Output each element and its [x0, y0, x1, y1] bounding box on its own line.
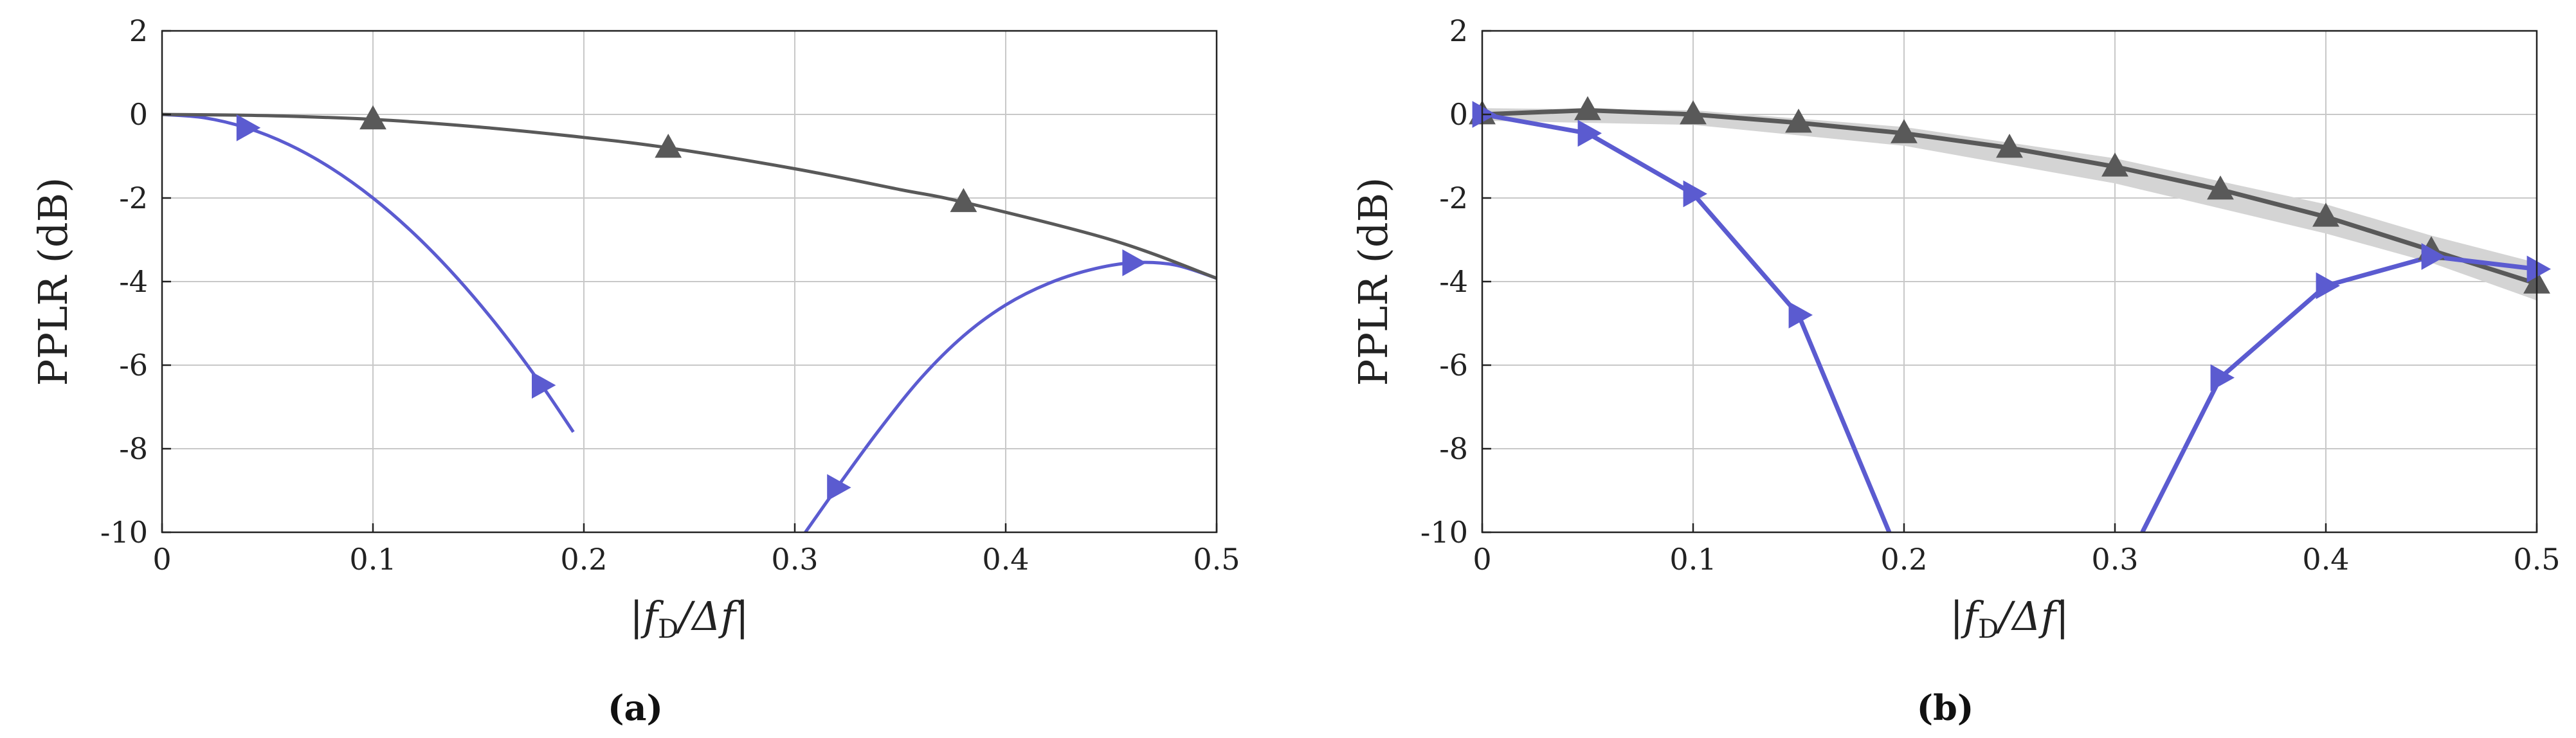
data-point-marker — [359, 105, 386, 130]
grid — [1482, 30, 2537, 533]
y-tick-label: 2 — [1449, 14, 1468, 48]
y-tick-label: -8 — [119, 431, 148, 466]
x-tick-label: 0.2 — [560, 542, 607, 577]
y-tick-label: 0 — [129, 97, 148, 132]
data-point-marker — [1122, 249, 1147, 276]
data-point-marker — [2316, 272, 2340, 300]
plot-area — [1482, 108, 2537, 532]
x-tick-label: 0 — [152, 542, 171, 577]
y-tick-label: 0 — [1449, 97, 1468, 132]
series-markers-1 — [1469, 96, 2550, 294]
data-point-marker — [1574, 96, 1601, 120]
y-tick-label: 2 — [129, 14, 148, 48]
data-point-marker — [236, 114, 261, 141]
x-axis-label: |fD/Δf| — [630, 593, 748, 644]
data-point-marker — [2101, 152, 2128, 177]
x-tick-label: 0.5 — [1193, 542, 1240, 577]
x-tick-label: 0.4 — [2302, 542, 2349, 577]
series-markers-2 — [1472, 101, 1813, 328]
series-line-2 — [804, 260, 1217, 532]
data-point-marker — [1683, 180, 1707, 208]
x-tick-label: 0.2 — [1880, 542, 1927, 577]
x-tick-label: 0.4 — [982, 542, 1029, 577]
y-tick-label: -10 — [1420, 515, 1468, 550]
x-tick-label: 0.5 — [2513, 542, 2560, 577]
series-line-3 — [162, 113, 1217, 280]
series-markers-3 — [359, 105, 977, 212]
x-tick-label: 0.1 — [349, 542, 396, 577]
series-line-1 — [162, 113, 575, 433]
series-markers-3 — [2210, 243, 2551, 392]
data-point-marker — [2421, 243, 2445, 270]
data-point-marker — [950, 188, 977, 212]
y-axis-label: PPLR (dB) — [1350, 177, 1397, 386]
y-axis-label: PPLR (dB) — [30, 177, 77, 386]
x-axis-label: |fD/Δf| — [1950, 593, 2069, 644]
data-point-marker — [1680, 100, 1707, 125]
y-tick-label: -6 — [1439, 348, 1468, 382]
y-tick-label: -4 — [119, 264, 148, 299]
y-tick-label: -2 — [1439, 181, 1468, 215]
grid — [161, 30, 1217, 533]
data-point-marker — [1788, 302, 1813, 328]
series-markers-1 — [236, 114, 556, 399]
x-tick-label: 0.1 — [1669, 542, 1716, 577]
series-line-2 — [1482, 112, 1892, 532]
panel-caption: (b) — [1917, 687, 1974, 728]
x-tick-label: 0 — [1473, 542, 1491, 577]
data-point-marker — [2312, 203, 2339, 227]
y-tick-label: -2 — [119, 181, 148, 215]
data-point-marker — [827, 474, 851, 501]
data-point-marker — [1891, 119, 1918, 143]
chart-panel-1: 0 0.1 0.2 0.3 0.4 0.5 2 0 -2 -4 -6 -8 -10 PPLR (dB) |f… — [30, 14, 1240, 728]
y-tick-label: -8 — [1439, 431, 1468, 466]
data-point-marker — [2207, 176, 2234, 200]
data-point-marker — [1996, 134, 2023, 158]
plot-area — [162, 113, 1217, 532]
series-line-3 — [2140, 254, 2537, 532]
x-tick-label: 0.3 — [771, 542, 818, 577]
y-tick-label: -10 — [100, 515, 148, 550]
data-point-marker — [2210, 364, 2235, 392]
data-point-marker — [655, 134, 682, 158]
data-point-marker — [2526, 255, 2551, 283]
series-markers-2 — [827, 249, 1147, 501]
data-point-marker — [1577, 120, 1602, 147]
panel-caption: (a) — [608, 687, 663, 728]
y-tick-label: -6 — [119, 348, 148, 382]
chart-panel-2: 0 0.1 0.2 0.3 0.4 0.5 2 0 -2 -4 -6 -8 -10 PPLR (dB) |f… — [1350, 14, 2561, 728]
y-tick-label: -4 — [1439, 264, 1468, 299]
data-point-marker — [1785, 109, 1812, 133]
x-tick-label: 0.3 — [2091, 542, 2138, 577]
data-point-marker — [532, 372, 556, 399]
